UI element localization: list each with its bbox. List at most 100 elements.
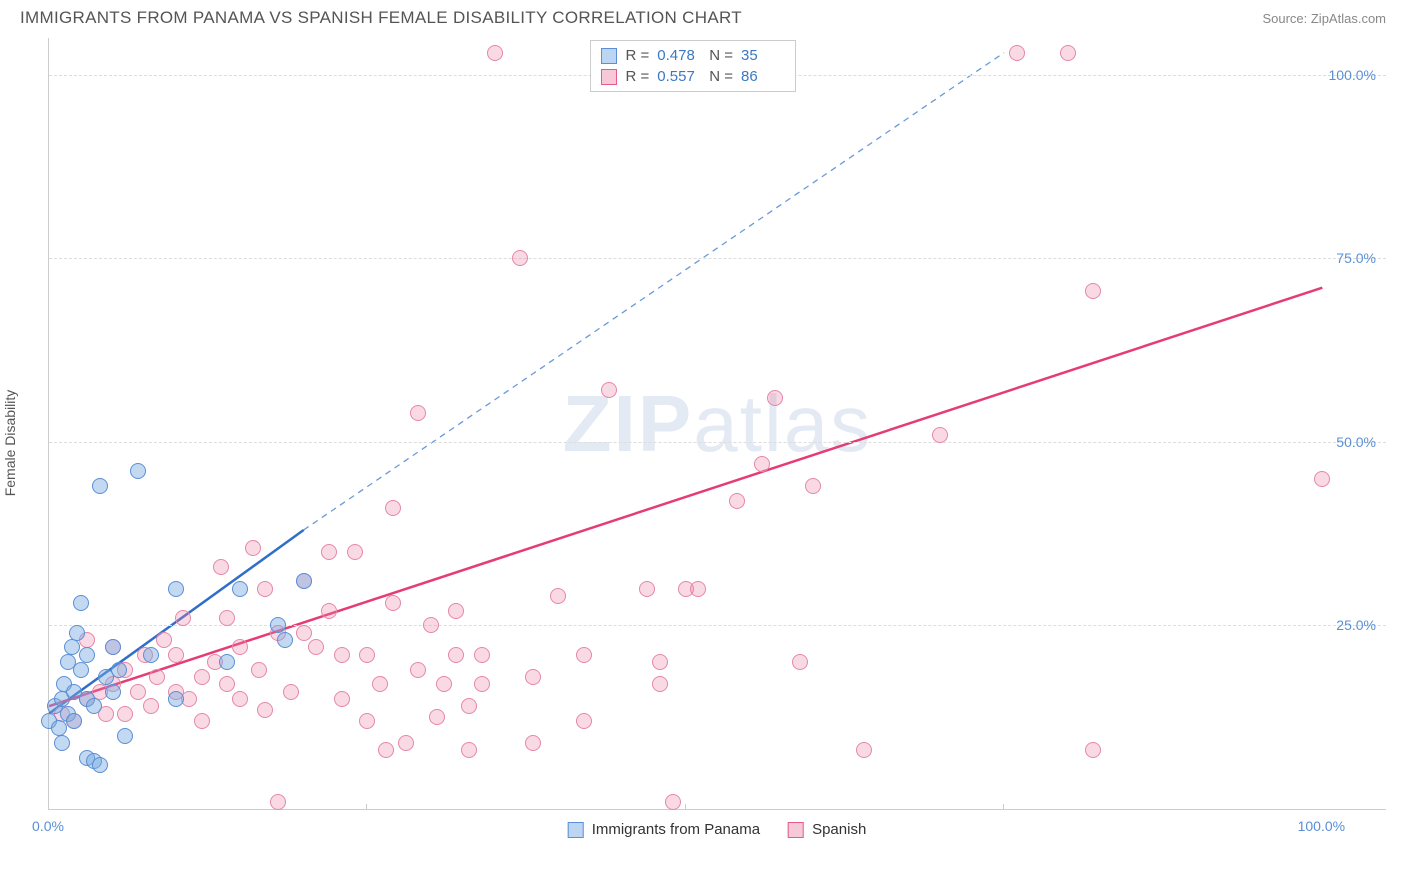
data-point	[1085, 742, 1101, 758]
legend-n-value: 35	[741, 47, 785, 64]
data-point	[576, 647, 592, 663]
data-point	[792, 654, 808, 670]
data-point	[334, 647, 350, 663]
data-point	[436, 676, 452, 692]
data-point	[1060, 45, 1076, 61]
data-point	[410, 405, 426, 421]
data-point	[359, 647, 375, 663]
data-point	[251, 662, 267, 678]
data-point	[461, 742, 477, 758]
data-point	[143, 647, 159, 663]
data-point	[487, 45, 503, 61]
chart-container: Female Disability ZIPatlas 25.0%50.0%75.…	[48, 38, 1386, 848]
x-tick-label: 100.0%	[1298, 818, 1345, 834]
data-point	[92, 478, 108, 494]
gridline	[49, 625, 1386, 626]
data-point	[665, 794, 681, 810]
data-point	[398, 735, 414, 751]
data-point	[639, 581, 655, 597]
data-point	[283, 684, 299, 700]
data-point	[372, 676, 388, 692]
data-point	[359, 713, 375, 729]
data-point	[652, 654, 668, 670]
source-attribution: Source: ZipAtlas.com	[1262, 11, 1386, 26]
data-point	[690, 581, 706, 597]
data-point	[347, 544, 363, 560]
legend-bottom: Immigrants from PanamaSpanish	[568, 821, 867, 838]
gridline	[49, 442, 1386, 443]
data-point	[105, 639, 121, 655]
legend-row: R =0.557N =86	[601, 66, 785, 87]
y-axis-label: Female Disability	[2, 390, 18, 497]
data-point	[117, 728, 133, 744]
trend-line	[304, 53, 1004, 530]
data-point	[1314, 471, 1330, 487]
legend-swatch	[601, 69, 617, 85]
y-tick-label: 100.0%	[1329, 67, 1376, 83]
legend-item: Immigrants from Panama	[568, 821, 760, 838]
plot-area: ZIPatlas 25.0%50.0%75.0%100.0%R =0.478N …	[48, 38, 1386, 810]
x-tick-label: 0.0%	[32, 818, 64, 834]
data-point	[73, 595, 89, 611]
y-tick-label: 25.0%	[1336, 617, 1376, 633]
data-point	[219, 654, 235, 670]
data-point	[525, 669, 541, 685]
data-point	[117, 706, 133, 722]
y-tick-label: 50.0%	[1336, 434, 1376, 450]
data-point	[334, 691, 350, 707]
data-point	[143, 698, 159, 714]
data-point	[257, 702, 273, 718]
data-point	[754, 456, 770, 472]
data-point	[86, 698, 102, 714]
legend-correlation-box: R =0.478N =35R =0.557N =86	[590, 40, 796, 92]
data-point	[257, 581, 273, 597]
data-point	[429, 709, 445, 725]
data-point	[296, 625, 312, 641]
data-point	[51, 720, 67, 736]
data-point	[652, 676, 668, 692]
data-point	[111, 662, 127, 678]
legend-row: R =0.478N =35	[601, 45, 785, 66]
data-point	[474, 647, 490, 663]
data-point	[277, 632, 293, 648]
data-point	[385, 595, 401, 611]
data-point	[321, 603, 337, 619]
data-point	[66, 713, 82, 729]
gridline	[49, 258, 1386, 259]
data-point	[73, 662, 89, 678]
data-point	[219, 610, 235, 626]
data-point	[512, 250, 528, 266]
data-point	[245, 540, 261, 556]
data-point	[232, 639, 248, 655]
data-point	[54, 735, 70, 751]
x-tick-mark	[366, 804, 367, 810]
data-point	[410, 662, 426, 678]
data-point	[550, 588, 566, 604]
data-point	[576, 713, 592, 729]
data-point	[130, 463, 146, 479]
legend-r-label: R =	[625, 68, 649, 85]
data-point	[92, 757, 108, 773]
data-point	[219, 676, 235, 692]
legend-n-value: 86	[741, 68, 785, 85]
data-point	[156, 632, 172, 648]
data-point	[79, 647, 95, 663]
data-point	[175, 610, 191, 626]
data-point	[448, 647, 464, 663]
data-point	[168, 581, 184, 597]
data-point	[308, 639, 324, 655]
data-point	[378, 742, 394, 758]
data-point	[69, 625, 85, 641]
legend-n-label: N =	[709, 47, 733, 64]
data-point	[64, 639, 80, 655]
data-point	[448, 603, 464, 619]
data-point	[805, 478, 821, 494]
legend-swatch	[568, 822, 584, 838]
data-point	[767, 390, 783, 406]
data-point	[932, 427, 948, 443]
data-point	[105, 684, 121, 700]
data-point	[474, 676, 490, 692]
data-point	[856, 742, 872, 758]
legend-swatch	[601, 48, 617, 64]
trend-lines-layer	[49, 38, 1386, 809]
